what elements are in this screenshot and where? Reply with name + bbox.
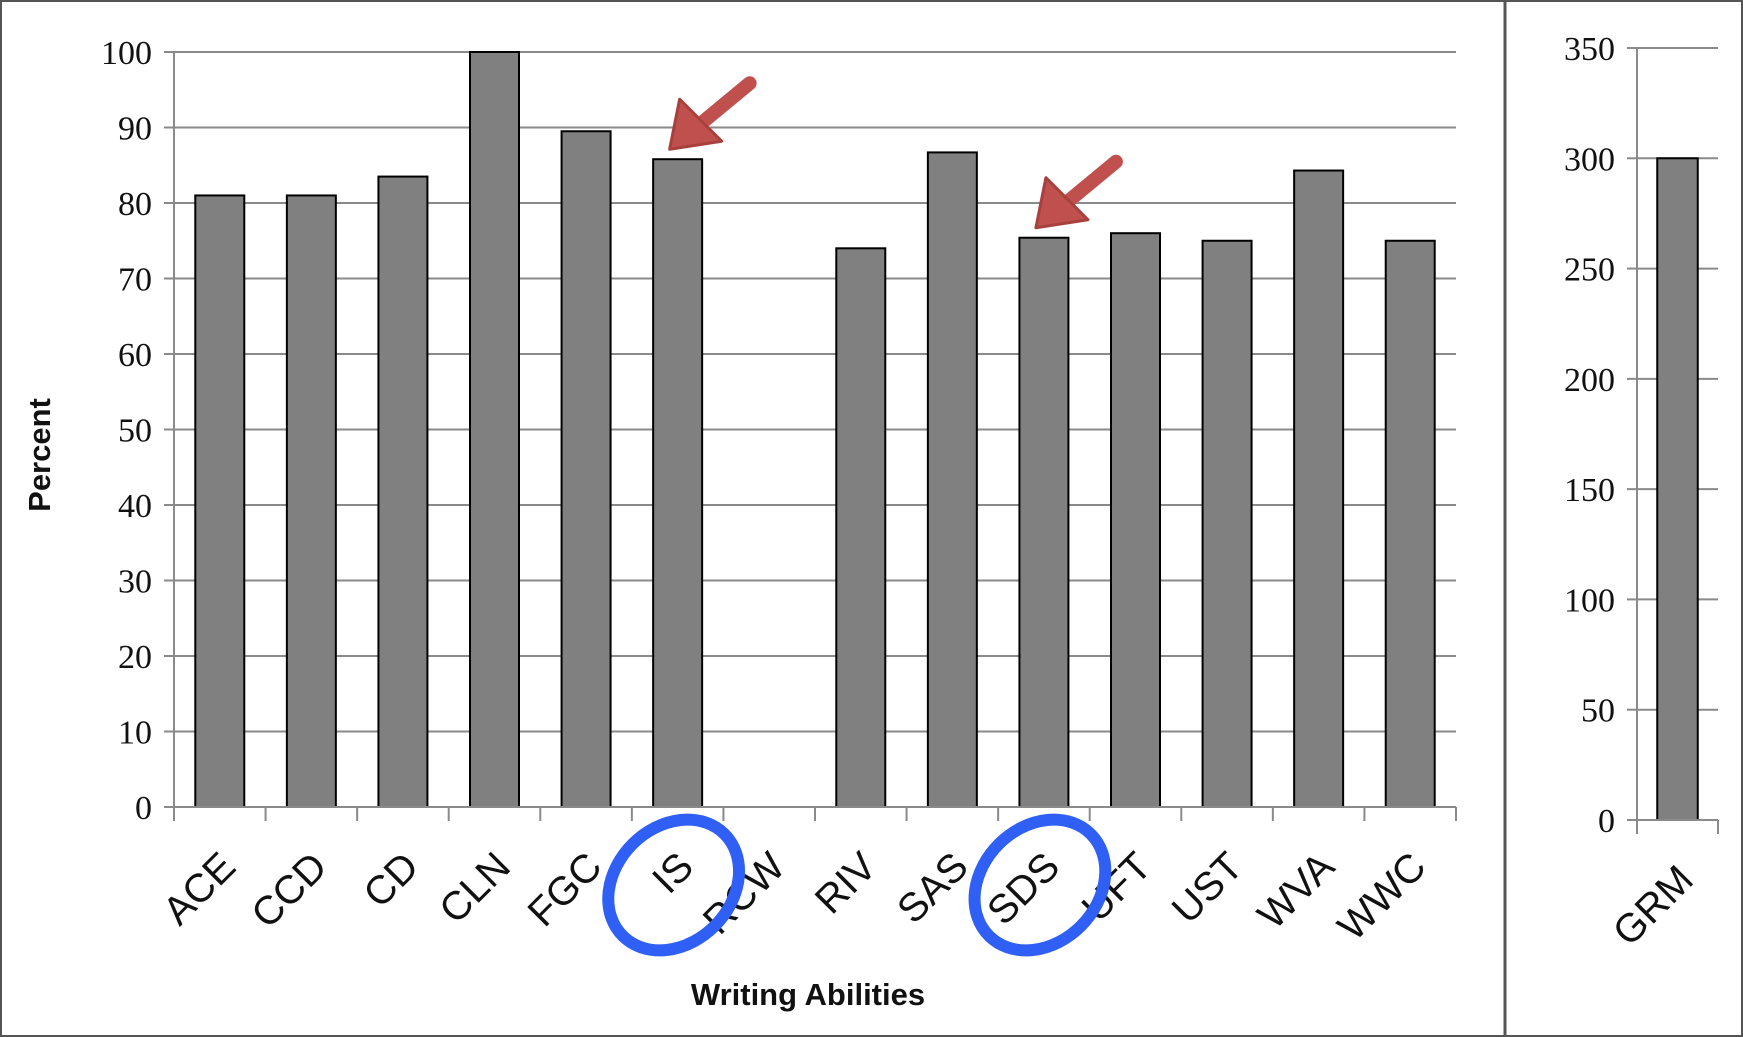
- bar-grm: [1656, 157, 1699, 822]
- main-annotations: [602, 76, 1123, 957]
- main-y-tick-label: 0: [135, 790, 152, 827]
- side-y-tick-label: 350: [1564, 31, 1615, 68]
- main-axes: [164, 51, 1457, 821]
- bar-cln: [469, 51, 520, 808]
- main-y-axis-title: Percent: [22, 398, 57, 512]
- arrow-head-is: [668, 97, 724, 151]
- main-y-tick-label: 20: [118, 639, 152, 676]
- x-tick-label-wwc: WWC: [1330, 844, 1435, 949]
- bar-wwc: [1384, 239, 1436, 808]
- bar-ccd: [285, 194, 337, 808]
- main-y-tick-label: 30: [118, 564, 152, 601]
- x-tick-label-fgc: FGC: [520, 844, 611, 935]
- x-tick-label-cln: CLN: [431, 844, 519, 932]
- main-y-tick-label: 80: [118, 186, 152, 223]
- bar-cd: [377, 175, 429, 808]
- side-x-tick-labels: GRM: [1605, 857, 1702, 954]
- main-y-tick-label: 50: [118, 413, 152, 450]
- main-y-tick-label: 60: [118, 337, 152, 374]
- main-bars: [194, 51, 1436, 809]
- bar-sds: [1018, 236, 1070, 809]
- side-y-tick-labels: 0 50 100 150 200 250 300 350: [1564, 31, 1615, 840]
- main-y-tick-labels: 0 10 20 30 40 50 60 70 80 90 100: [101, 35, 152, 827]
- x-tick-label-sas: SAS: [889, 844, 977, 932]
- x-tick-label-ace: ACE: [155, 844, 244, 933]
- bar-riv: [835, 247, 887, 809]
- main-y-tick-label: 90: [118, 111, 152, 148]
- side-y-tick-label: 150: [1564, 472, 1615, 509]
- side-y-tick-label: 100: [1564, 582, 1615, 619]
- side-y-tick-label: 50: [1581, 693, 1615, 730]
- x-tick-label-riv: RIV: [807, 844, 885, 922]
- side-axes: [1627, 47, 1719, 834]
- highlight-circle-is: [602, 813, 746, 957]
- main-gridlines: [174, 51, 1456, 733]
- bar-uft: [1110, 232, 1161, 808]
- x-tick-label-cd: CD: [355, 844, 427, 916]
- side-y-tick-label: 0: [1598, 803, 1615, 840]
- main-y-tick-label: 70: [118, 262, 152, 299]
- bar-wva: [1293, 169, 1345, 809]
- bar-ust: [1201, 239, 1253, 808]
- main-y-tick-label: 10: [118, 715, 152, 752]
- bar-is: [652, 158, 704, 808]
- x-tick-label-ccd: CCD: [243, 844, 335, 936]
- main-y-tick-label: 40: [118, 488, 152, 525]
- x-tick-label-ust: UST: [1164, 844, 1252, 932]
- x-tick-label-is: IS: [644, 844, 702, 902]
- main-bar-chart: 0 10 20 30 40 50 60 70 80 90 100 ACE CCD CD CLN FGC IS R…: [22, 35, 1457, 1012]
- bar-sas: [926, 151, 978, 809]
- x-tick-label-wva: WVA: [1250, 844, 1344, 938]
- side-bars: [1656, 157, 1699, 822]
- main-y-tick-label: 100: [101, 35, 152, 72]
- side-y-tick-label: 200: [1564, 362, 1615, 399]
- main-x-axis-title: Writing Abilities: [691, 977, 925, 1012]
- bar-fgc: [560, 130, 612, 808]
- side-y-tick-label: 250: [1564, 252, 1615, 289]
- highlight-circle-sds: [968, 813, 1112, 957]
- x-tick-label-grm: GRM: [1605, 857, 1702, 954]
- side-y-tick-label: 300: [1564, 141, 1615, 178]
- bar-ace: [194, 194, 246, 808]
- side-bar-chart: 0 50 100 150 200 250 300 350 GRM: [1564, 31, 1719, 954]
- arrow-head-sds: [1034, 176, 1090, 230]
